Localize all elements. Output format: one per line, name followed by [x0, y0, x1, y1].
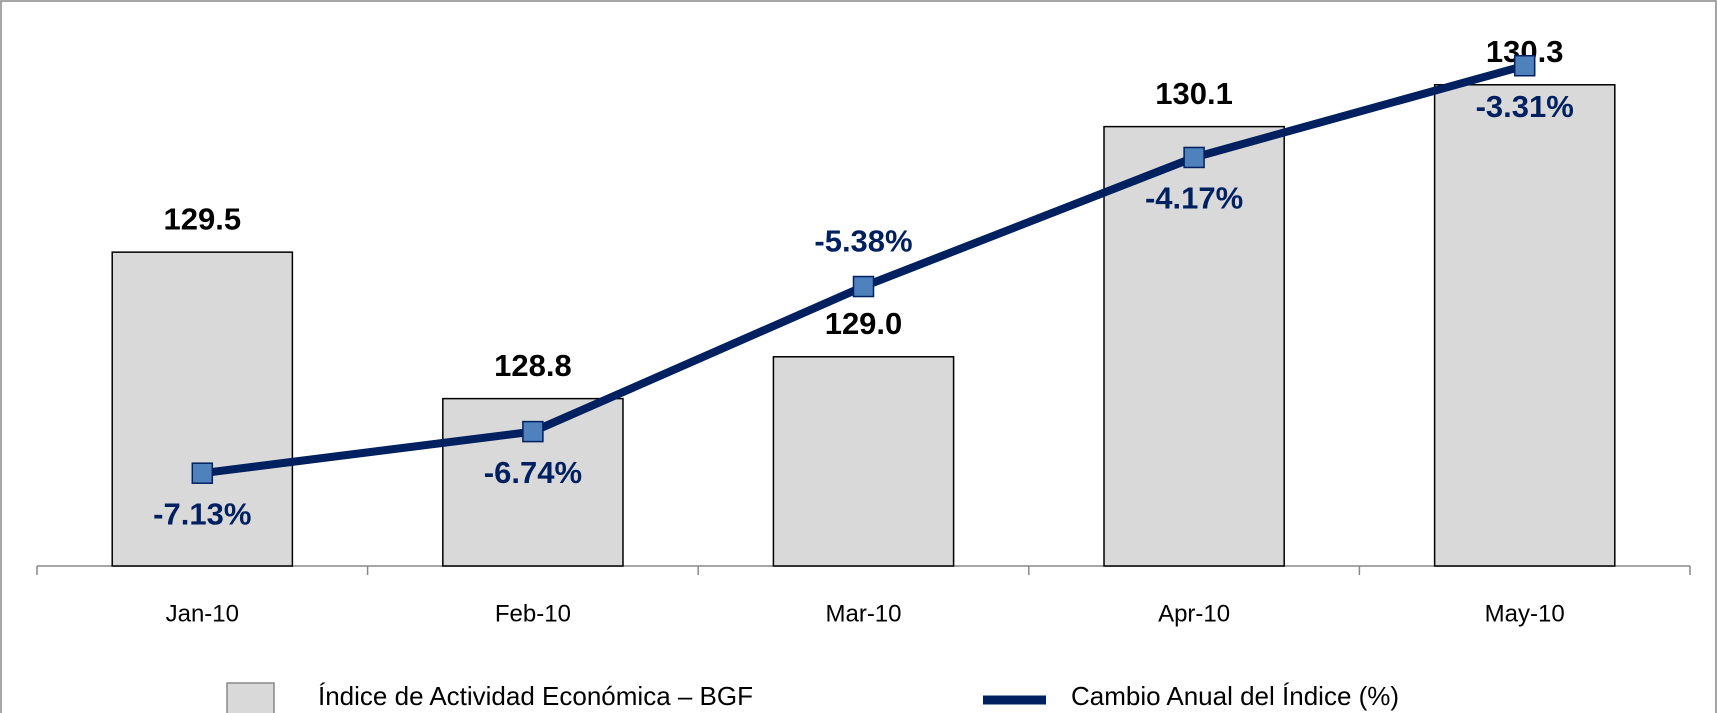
line-marker	[522, 420, 544, 443]
line-marker	[1183, 146, 1205, 169]
line-value-label: -6.74%	[484, 455, 582, 490]
legend-swatch	[226, 682, 275, 713]
line-marker	[852, 275, 875, 298]
bar	[1103, 125, 1285, 567]
line-marker	[1513, 54, 1536, 77]
line-value-label: -5.38%	[814, 224, 912, 259]
line-value-label: -3.31%	[1476, 89, 1574, 124]
x-tick-label: Jan-10	[166, 600, 239, 627]
legend-label: Índice de Actividad Económica – BGF	[318, 681, 753, 711]
x-tick-label: Mar-10	[825, 600, 901, 627]
bar-value-label: 130.1	[1155, 76, 1233, 111]
bar	[772, 356, 955, 567]
bar	[111, 251, 294, 567]
bar	[1433, 84, 1616, 567]
line-marker	[191, 462, 214, 484]
bar-value-label: 129.5	[164, 201, 242, 236]
legend-label: Cambio Anual del Índice (%)	[1071, 681, 1399, 711]
line-value-label: -4.17%	[1145, 181, 1243, 216]
bar-value-label: 128.8	[494, 348, 572, 383]
x-tick-label: Feb-10	[495, 600, 571, 627]
x-tick-label: Apr-10	[1158, 600, 1230, 627]
x-tick-label: May-10	[1485, 600, 1565, 627]
line-value-label: -7.13%	[153, 496, 251, 531]
bar-value-label: 129.0	[825, 306, 903, 341]
